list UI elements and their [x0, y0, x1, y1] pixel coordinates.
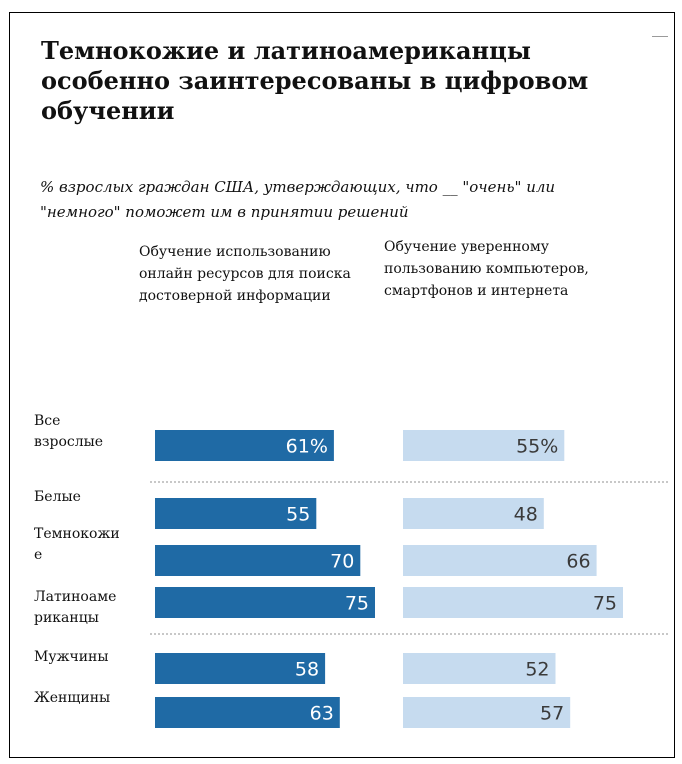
bar-value-label: 70	[330, 551, 354, 573]
bar-value-label: 55	[286, 504, 310, 526]
bar-digital-skills	[403, 430, 565, 461]
bar-online-resources	[155, 498, 317, 529]
category-label: Белые	[34, 489, 81, 505]
bar-value-label: 55%	[516, 436, 558, 458]
bar-online-resources	[155, 653, 326, 684]
bar-online-resources	[155, 430, 334, 461]
bar-value-label: 57	[540, 703, 564, 725]
bar-value-label: 75	[593, 593, 617, 615]
bar-digital-skills	[403, 545, 597, 576]
bar-value-label: 48	[514, 504, 538, 526]
bar-value-label: 66	[566, 551, 590, 573]
bar-online-resources	[155, 697, 340, 728]
bar-value-label: 61%	[286, 436, 328, 458]
category-label: Латиноаме риканцы	[34, 589, 117, 626]
decorative-dash	[652, 36, 668, 37]
bar-value-label: 58	[295, 659, 319, 681]
chart-subtitle: % взрослых граждан США, утверждающих, чт…	[40, 178, 556, 221]
bar-digital-skills	[403, 498, 544, 529]
bar-value-label: 52	[525, 659, 549, 681]
bar-online-resources	[155, 545, 361, 576]
bar-value-label: 63	[310, 703, 334, 725]
bar-value-label: 75	[345, 593, 369, 615]
chart-title: Темнокожие и латиноамериканцы особенно з…	[41, 36, 589, 125]
category-label: Женщины	[34, 690, 111, 706]
category-label: Все взрослые	[34, 413, 104, 450]
bar-digital-skills	[403, 697, 571, 728]
bar-digital-skills	[403, 653, 556, 684]
series-header-digital-skills: Обучение уверенному пользованию компьюте…	[384, 239, 589, 299]
category-label: Мужчины	[34, 649, 109, 665]
bar-digital-skills	[403, 587, 623, 618]
series-header-online-resources: Обучение использованию онлайн ресурсов д…	[139, 244, 351, 304]
category-label: Темнокожи е	[34, 526, 120, 563]
bar-online-resources	[155, 587, 375, 618]
